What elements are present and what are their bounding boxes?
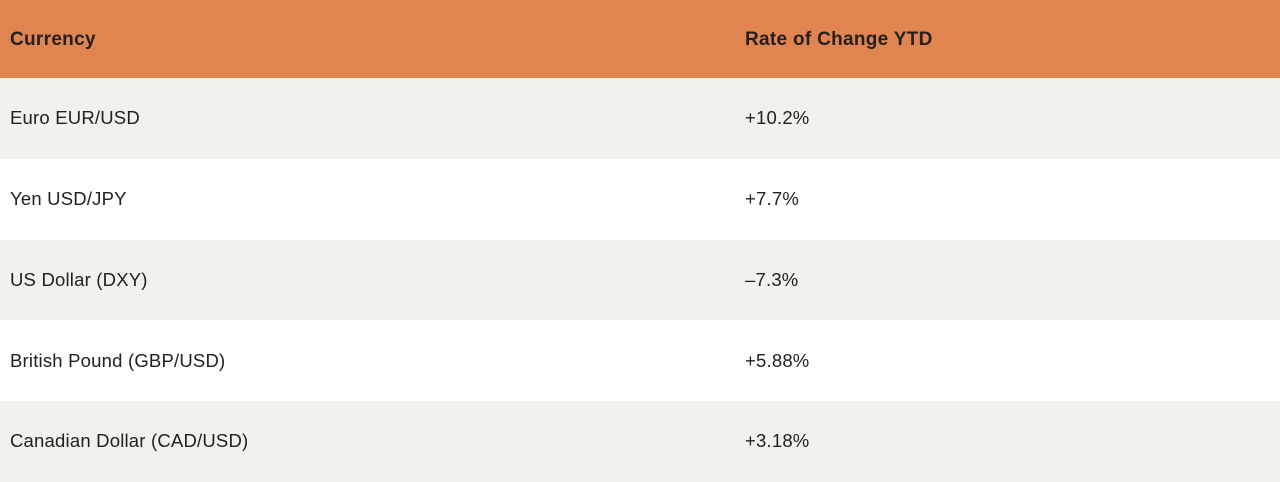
table-row: US Dollar (DXY) –7.3% bbox=[0, 239, 1280, 321]
table-row: Euro EUR/USD +10.2% bbox=[0, 78, 1280, 159]
currency-cell: US Dollar (DXY) bbox=[10, 268, 148, 290]
table-row: Yen USD/JPY +7.7% bbox=[0, 158, 1280, 240]
table-row: British Pound (GBP/USD) +5.88% bbox=[0, 320, 1280, 402]
column-header-rate-of-change-ytd: Rate of Change YTD bbox=[745, 28, 933, 50]
currency-cell: Canadian Dollar (CAD/USD) bbox=[10, 430, 249, 452]
column-header-currency: Currency bbox=[10, 28, 96, 50]
rate-cell: +7.7% bbox=[745, 187, 799, 209]
rate-cell: +10.2% bbox=[745, 107, 810, 129]
rate-cell: +3.18% bbox=[745, 430, 810, 452]
table-row: Canadian Dollar (CAD/USD) +3.18% bbox=[0, 401, 1280, 482]
currency-cell: Euro EUR/USD bbox=[10, 107, 140, 129]
table-header-row: Currency Rate of Change YTD bbox=[0, 0, 1280, 78]
rate-cell: –7.3% bbox=[745, 268, 799, 290]
rate-cell: +5.88% bbox=[745, 349, 810, 371]
currency-cell: Yen USD/JPY bbox=[10, 187, 127, 209]
currency-cell: British Pound (GBP/USD) bbox=[10, 349, 226, 371]
